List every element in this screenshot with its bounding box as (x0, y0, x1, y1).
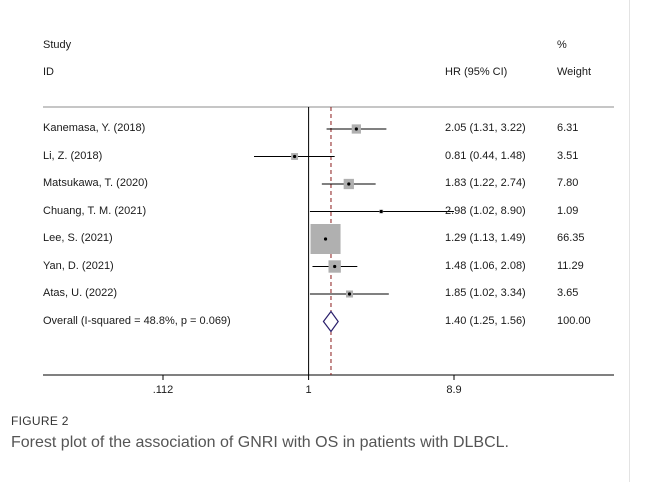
header-study: Study (43, 39, 72, 51)
figure-frame (629, 0, 630, 482)
study-label: Lee, S. (2021) (43, 232, 113, 244)
overall-hr-ci: 1.40 (1.25, 1.56) (445, 314, 526, 327)
study-point-estimate (292, 154, 297, 159)
study-hr-ci: 1.85 (1.02, 3.34) (445, 287, 526, 299)
study-weight: 1.09 (557, 204, 579, 217)
study-weight: 11.29 (557, 259, 584, 272)
study-weight: 3.65 (557, 287, 579, 299)
study-weight: 66.35 (557, 232, 585, 244)
study-point-estimate (347, 182, 351, 186)
study-point-estimate (379, 209, 383, 214)
study-label: Kanemasa, Y. (2018) (43, 122, 146, 134)
study-hr-ci: 1.48 (1.06, 2.08) (445, 259, 526, 272)
figure-label: FIGURE 2 (11, 414, 69, 428)
study-point-estimate (347, 292, 352, 296)
study-weight: 7.80 (557, 177, 579, 189)
study-label: Chuang, T. M. (2021) (43, 204, 147, 217)
study-label: Li, Z. (2018) (43, 149, 103, 162)
figure-caption: Forest plot of the association of GNRI w… (11, 434, 509, 451)
study-point-estimate (333, 264, 337, 269)
forest-plot: Study ID HR (95% CI) % Weight .112 1 8.9 Ka… (10, 16, 620, 396)
study-weight: 3.51 (557, 149, 579, 162)
header-weight: Weight (557, 66, 592, 78)
overall-weight: 100.00 (557, 314, 591, 327)
header-id: ID (43, 66, 54, 78)
study-hr-ci: 1.83 (1.22, 2.74) (445, 177, 526, 189)
study-hr-ci: 0.81 (0.44, 1.48) (445, 149, 526, 162)
study-label: Yan, D. (2021) (43, 259, 114, 272)
study-point-estimate (323, 237, 328, 241)
header-hr-ci: HR (95% CI) (445, 66, 508, 78)
x-tick-label: 8.9 (446, 384, 462, 396)
forest-plot-svg (43, 106, 614, 380)
overall-label: Overall (I-squared = 48.8%, p = 0.069) (43, 314, 231, 327)
study-hr-ci: 2.98 (1.02, 8.90) (445, 204, 526, 217)
study-label: Matsukawa, T. (2020) (43, 177, 148, 189)
study-label: Atas, U. (2022) (43, 287, 117, 299)
header-percent: % (557, 39, 567, 51)
x-tick-label: 1 (305, 384, 312, 396)
study-hr-ci: 1.29 (1.13, 1.49) (445, 232, 526, 244)
study-point-estimate (354, 127, 358, 131)
overall-diamond (322, 310, 339, 333)
study-weight: 6.31 (557, 122, 579, 134)
x-tick-label: .112 (152, 384, 174, 396)
study-hr-ci: 2.05 (1.31, 3.22) (445, 122, 526, 134)
